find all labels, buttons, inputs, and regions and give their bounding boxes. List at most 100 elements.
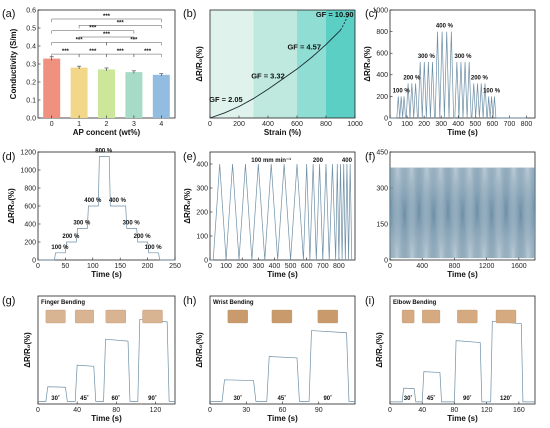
x-axis-label: AP concent (wt%) xyxy=(73,128,141,137)
significance-label: *** xyxy=(62,49,70,55)
motion-trace xyxy=(210,330,355,402)
strain-level-label: 800 % xyxy=(95,149,113,155)
y-tick-label: 0.4 xyxy=(26,43,36,50)
x-tick-label: 500 xyxy=(285,263,297,270)
x-tick-label: 200 xyxy=(233,121,245,128)
strain-level-label: 400 % xyxy=(109,198,127,204)
y-axis-label: ΔR/R₀(%) xyxy=(23,332,32,368)
y-axis-label: Conductivity (S/m) xyxy=(9,28,18,99)
x-tick-label: 100 xyxy=(401,121,413,128)
bend-angle-label: 30˚ xyxy=(404,395,413,402)
significance-bracket xyxy=(78,25,162,29)
motion-title: Elbow Bending xyxy=(393,300,437,306)
x-tick-label: 100 xyxy=(220,263,232,270)
speed-label: 400 xyxy=(342,158,353,164)
strain-level-label: 200 % xyxy=(134,234,152,240)
x-tick-label: 600 xyxy=(301,263,313,270)
motion-photo xyxy=(75,309,94,324)
significance-bracket xyxy=(78,36,135,40)
x-tick-label: 600 xyxy=(291,121,303,128)
x-tick-label: 0 xyxy=(208,121,212,128)
panel-label: (b) xyxy=(183,8,196,20)
strain-level-label: 300 % xyxy=(455,54,473,60)
y-tick-label: 300 xyxy=(376,185,388,192)
x-tick-label: 0 xyxy=(36,263,40,270)
x-axis-label: Time (s) xyxy=(91,414,122,423)
significance-bracket xyxy=(133,53,162,58)
y-tick-label: 0.5 xyxy=(26,25,36,32)
x-tick-label: 1200 xyxy=(479,263,495,270)
bar xyxy=(70,67,88,118)
x-axis-label: Time (s) xyxy=(447,414,478,423)
bend-angle-label: 30˚ xyxy=(51,395,60,402)
strain-level-label: 100 % xyxy=(51,245,69,251)
y-tick-label: 0.0 xyxy=(26,115,36,122)
motion-trace xyxy=(390,320,535,403)
strain-level-label: 100 % xyxy=(393,88,411,94)
panel-label: (i) xyxy=(365,295,375,307)
x-tick-label: 600 xyxy=(487,121,499,128)
panel-e: (e) 0 100 200 300 400 500 600 700 800 0 100 200 300 40… xyxy=(183,151,356,279)
significance-label: *** xyxy=(103,32,111,38)
x-axis-label: Time (s) xyxy=(447,270,478,279)
strain-level-label: 300 % xyxy=(123,221,141,227)
strain-level-label: 300 % xyxy=(418,54,436,60)
x-tick-label: 120 xyxy=(150,407,162,414)
bar xyxy=(98,69,115,118)
x-tick-label: 200 xyxy=(236,263,248,270)
plot-frame xyxy=(209,9,356,119)
motion-title: Finger Bending xyxy=(41,300,85,306)
bend-angle-label: 90˚ xyxy=(148,395,157,402)
y-tick-label: 0.3 xyxy=(26,61,36,68)
x-tick-label: 0 xyxy=(36,407,40,414)
y-axis-label: ΔR/R₀(%) xyxy=(195,332,204,368)
speed-label: 200 xyxy=(313,158,324,164)
panel-f: (f) 0 400 800 1200 1600 0 150 300 450 Time (s) xyxy=(365,149,536,279)
strain-region xyxy=(326,10,355,118)
motion-photo xyxy=(495,309,517,324)
y-tick-label: 0.1 xyxy=(26,97,36,104)
panel-label: (g) xyxy=(2,295,15,307)
strain-level-label: 400 % xyxy=(84,198,102,204)
x-axis-label: Time (s) xyxy=(267,270,298,279)
x-tick-label: 0 xyxy=(208,407,212,414)
motion-photo xyxy=(422,309,441,324)
x-tick-label: 120 xyxy=(481,407,493,414)
bend-angle-label: 90˚ xyxy=(463,395,472,402)
panel-c: (c) 0 100 200 300 400 500 600 700 800 0 200 400 600 80… xyxy=(363,7,536,137)
x-tick-label: 400 xyxy=(262,121,274,128)
x-tick-label: 0 xyxy=(388,263,392,270)
y-tick-label: 150 xyxy=(376,221,388,228)
strain-curve-extension xyxy=(340,15,349,31)
y-tick-label: 0 xyxy=(32,257,36,264)
y-tick-label: 200 xyxy=(24,239,36,246)
x-tick-label: 4 xyxy=(159,121,163,128)
y-tick-label: 0 xyxy=(204,257,208,264)
strain-level-label: 400 % xyxy=(436,24,454,30)
y-tick-label: 300 xyxy=(196,185,208,192)
x-tick-label: 90 xyxy=(315,407,323,414)
panel-b: (b) 0 200 400 600 800 1000 Strain (%) ΔR/R₀(%) GF… xyxy=(183,8,363,137)
x-tick-label: 800 xyxy=(449,263,461,270)
y-tick-label: 0 xyxy=(384,115,388,122)
x-tick-label: 200 xyxy=(142,263,154,270)
x-tick-label: 400 xyxy=(452,121,464,128)
x-tick-label: 800 xyxy=(320,121,332,128)
x-tick-label: 250 xyxy=(169,263,181,270)
motion-photo xyxy=(105,309,126,324)
bend-angle-label: 60˚ xyxy=(111,395,120,402)
x-tick-label: 1000 xyxy=(347,121,363,128)
significance-label: *** xyxy=(89,49,97,55)
x-tick-label: 160 xyxy=(513,407,525,414)
plot-frame xyxy=(37,295,176,405)
endurance-trace xyxy=(389,167,536,259)
bend-angle-label: 30˚ xyxy=(233,395,242,402)
y-axis-label: ΔR/R₀(%) xyxy=(183,188,192,224)
x-tick-label: 1600 xyxy=(511,263,527,270)
motion-photo xyxy=(227,309,248,324)
y-tick-label: 400 xyxy=(24,221,36,228)
strain-level-label: 300 % xyxy=(73,221,91,227)
motion-trace xyxy=(38,318,175,402)
motion-photo xyxy=(401,309,415,324)
strain-level-label: 100 % xyxy=(145,245,163,251)
